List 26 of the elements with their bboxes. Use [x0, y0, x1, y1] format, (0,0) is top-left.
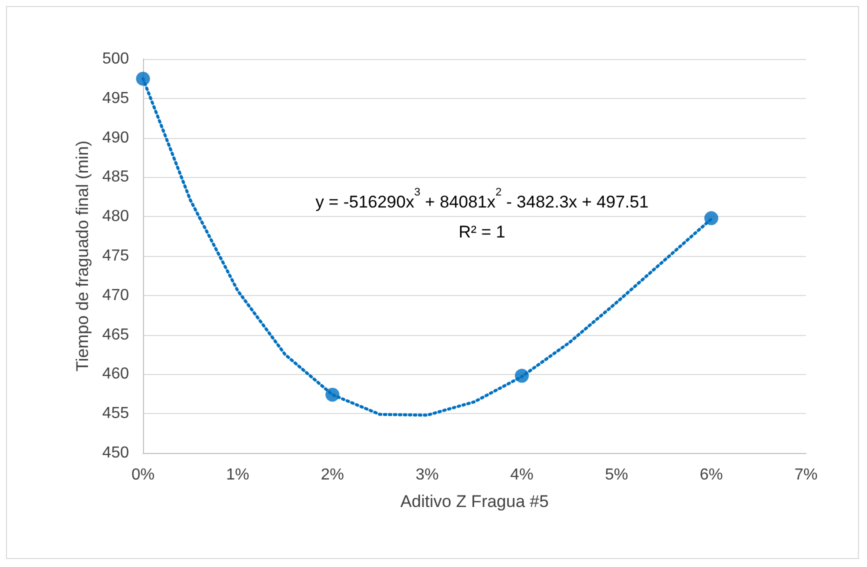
x-tick-label: 1% — [226, 466, 250, 484]
y-tick-label: 455 — [102, 405, 130, 422]
x-tick-label: 6% — [700, 466, 723, 484]
x-tick-label: 2% — [320, 466, 344, 484]
y-tick-label: 475 — [102, 248, 130, 264]
y-tick-label: 495 — [102, 90, 130, 107]
point — [704, 211, 718, 226]
x-tick-label: 4% — [510, 466, 534, 484]
y-tick-label: 450 — [102, 444, 130, 462]
y-tick-label: 465 — [102, 326, 130, 344]
y-axis-title: Tiempo de fraguado final (min) — [73, 140, 92, 372]
y-tick-label: 470 — [102, 286, 130, 304]
x-axis-title: Aditivo Z Fragua #5 — [400, 492, 549, 511]
point — [136, 72, 150, 86]
y-tick-label: 460 — [102, 366, 130, 383]
x-tick-label: 7% — [794, 466, 818, 484]
point — [514, 368, 529, 383]
x-tick-label: 0% — [131, 466, 155, 484]
y-tick-label: 480 — [102, 208, 130, 226]
point — [325, 388, 340, 402]
y-tick-label: 490 — [102, 129, 130, 146]
annotation: R² = 1 — [458, 222, 506, 242]
y-tick-label: 500 — [102, 50, 130, 68]
y-tick-label: 485 — [102, 168, 130, 186]
x-tick-label: 5% — [605, 466, 628, 484]
x-tick-label: 3% — [416, 466, 439, 484]
